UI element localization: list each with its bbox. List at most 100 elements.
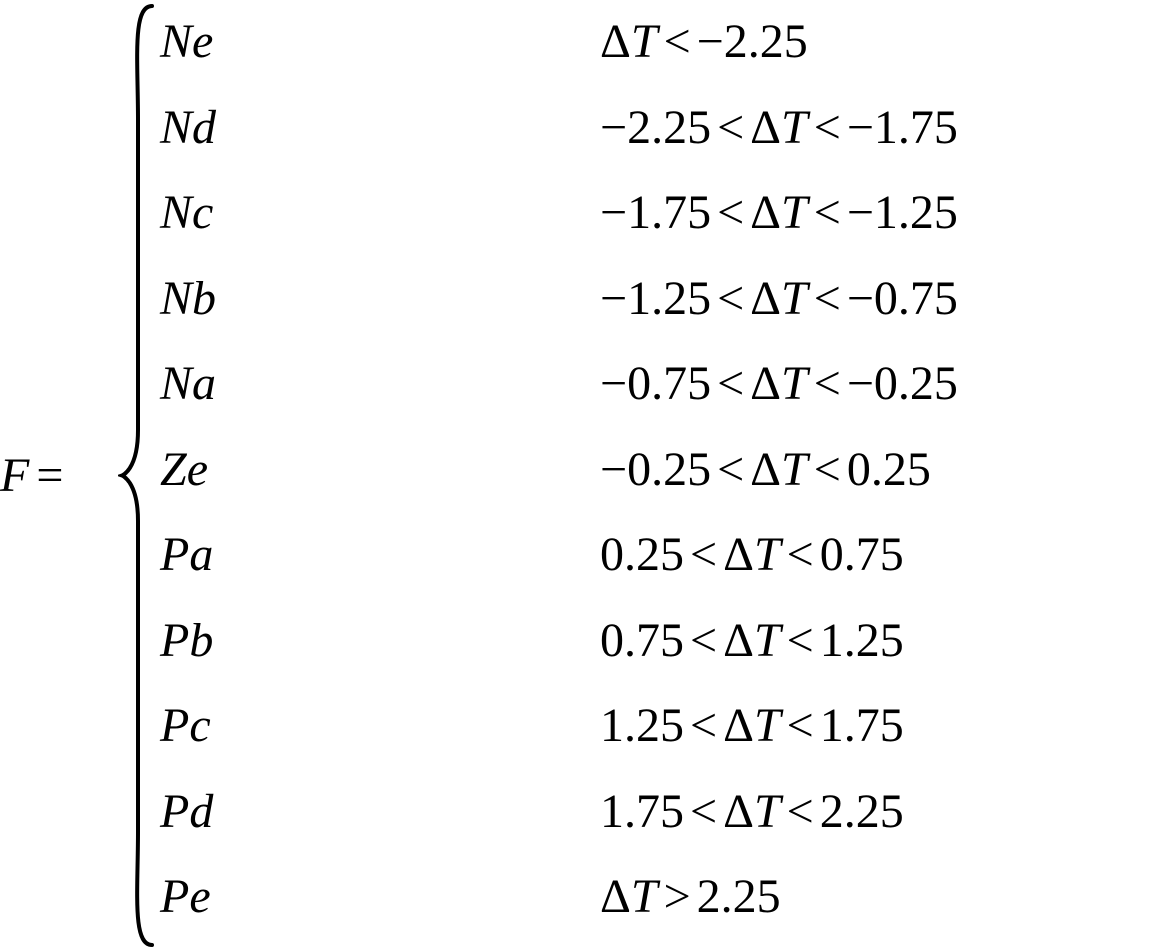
cond-op1: < (711, 272, 750, 325)
delta-symbol: Δ (723, 528, 754, 581)
cond-op2: < (808, 357, 847, 410)
delta-symbol: Δ (750, 101, 781, 154)
cond-op2: > (658, 870, 697, 923)
cond-op1: < (711, 357, 750, 410)
case-label: Nc (160, 189, 600, 237)
temp-var: T (781, 186, 808, 239)
case-row: Pa 0.25<ΔT<0.75 (160, 531, 1160, 591)
cond-rhs: −2.25 (697, 15, 808, 68)
delta-symbol: Δ (723, 699, 754, 752)
delta-symbol: Δ (750, 357, 781, 410)
case-condition: −0.75<ΔT<−0.25 (600, 360, 958, 408)
case-condition: −2.25<ΔT<−1.75 (600, 104, 958, 152)
piecewise-equation: F = Ne ΔT<−2.25 Nd −2.25<ΔT<−1.75 (0, 0, 1163, 951)
case-label: Pa (160, 531, 600, 579)
cond-pre: −1.75 (600, 186, 711, 239)
cond-rhs: −1.75 (847, 101, 958, 154)
delta-symbol: Δ (750, 186, 781, 239)
label-sub: a (189, 528, 213, 581)
case-label: Pd (160, 788, 600, 836)
cond-op2: < (808, 272, 847, 325)
cond-rhs: 0.25 (847, 443, 931, 496)
temp-var: T (781, 443, 808, 496)
case-label: Ze (160, 446, 600, 494)
cond-rhs: −1.25 (847, 186, 958, 239)
cond-op2: < (781, 614, 820, 667)
cond-op2: < (658, 15, 697, 68)
cond-rhs: −0.75 (847, 272, 958, 325)
case-label: Ne (160, 18, 600, 66)
cond-op1: < (711, 101, 750, 154)
case-row: Nb −1.25<ΔT<−0.75 (160, 275, 1160, 335)
cond-op1: < (711, 186, 750, 239)
cond-op1: < (684, 785, 723, 838)
case-condition: ΔT<−2.25 (600, 18, 808, 66)
cond-pre: −2.25 (600, 101, 711, 154)
case-label: Nb (160, 275, 600, 323)
cond-rhs: 2.25 (697, 870, 781, 923)
case-row: Pe ΔT>2.25 (160, 873, 1160, 933)
case-condition: 0.25<ΔT<0.75 (600, 531, 904, 579)
label-main: Z (160, 443, 187, 496)
delta-symbol: Δ (600, 15, 631, 68)
label-main: P (160, 614, 189, 667)
cond-pre: 1.75 (600, 785, 684, 838)
temp-var: T (631, 870, 658, 923)
case-condition: 1.25<ΔT<1.75 (600, 702, 904, 750)
cond-op1: < (684, 528, 723, 581)
case-condition: 1.75<ΔT<2.25 (600, 788, 904, 836)
label-sub: e (192, 15, 213, 68)
cond-pre: 0.25 (600, 528, 684, 581)
label-sub: d (192, 101, 216, 154)
cond-op1: < (711, 443, 750, 496)
label-main: P (160, 870, 189, 923)
cond-op2: < (781, 528, 820, 581)
cond-rhs: 2.25 (820, 785, 904, 838)
label-sub: e (187, 443, 208, 496)
cond-rhs: 1.25 (820, 614, 904, 667)
case-condition: 0.75<ΔT<1.25 (600, 617, 904, 665)
temp-var: T (781, 357, 808, 410)
label-main: P (160, 785, 189, 838)
case-row: Pc 1.25<ΔT<1.75 (160, 702, 1160, 762)
cond-rhs: 0.75 (820, 528, 904, 581)
label-main: N (160, 15, 192, 68)
case-row: Na −0.75<ΔT<−0.25 (160, 360, 1160, 420)
cond-pre: 0.75 (600, 614, 684, 667)
case-label: Na (160, 360, 600, 408)
label-main: P (160, 699, 189, 752)
cases-list: Ne ΔT<−2.25 Nd −2.25<ΔT<−1.75 Nc −1.75<Δ… (160, 0, 1160, 951)
temp-var: T (754, 785, 781, 838)
label-main: N (160, 357, 192, 410)
cond-rhs: −0.25 (847, 357, 958, 410)
delta-symbol: Δ (750, 443, 781, 496)
case-row: Pb 0.75<ΔT<1.25 (160, 617, 1160, 677)
case-label: Pe (160, 873, 600, 921)
label-main: N (160, 186, 192, 239)
case-label: Nd (160, 104, 600, 152)
cond-op2: < (781, 699, 820, 752)
cond-op2: < (808, 443, 847, 496)
temp-var: T (631, 15, 658, 68)
label-main: N (160, 272, 192, 325)
label-main: P (160, 528, 189, 581)
case-condition: −0.25<ΔT<0.25 (600, 446, 931, 494)
cond-op1: < (684, 699, 723, 752)
label-sub: d (189, 785, 213, 838)
case-label: Pc (160, 702, 600, 750)
label-sub: a (192, 357, 216, 410)
delta-symbol: Δ (750, 272, 781, 325)
temp-var: T (781, 272, 808, 325)
delta-symbol: Δ (600, 870, 631, 923)
case-row: Nc −1.75<ΔT<−1.25 (160, 189, 1160, 249)
temp-var: T (754, 699, 781, 752)
case-label: Pb (160, 617, 600, 665)
delta-symbol: Δ (723, 785, 754, 838)
label-sub: c (192, 186, 213, 239)
label-main: N (160, 101, 192, 154)
cond-pre: 1.25 (600, 699, 684, 752)
delta-symbol: Δ (723, 614, 754, 667)
case-condition: −1.25<ΔT<−0.75 (600, 275, 958, 323)
equals-sign: = (36, 448, 64, 503)
label-sub: c (189, 699, 210, 752)
